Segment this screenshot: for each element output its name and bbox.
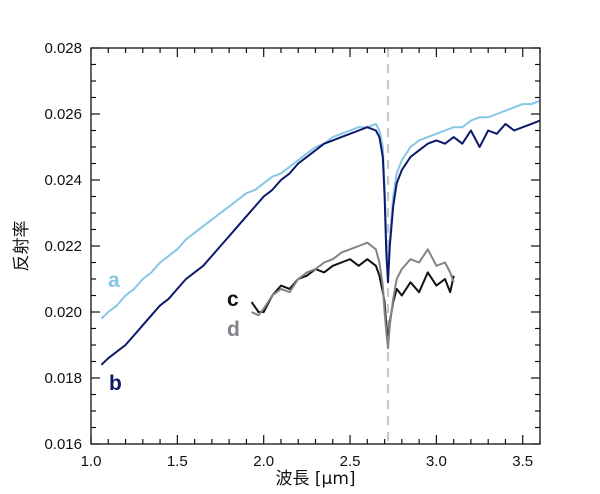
series-line-a bbox=[100, 99, 541, 320]
y-tick-label: 0.022 bbox=[44, 238, 82, 255]
tick-layer: 1.0 1.5 2.0 2.5 3.0 3.5 0.016 0.018 0.020 0.022 0.… bbox=[44, 40, 541, 470]
x-tick-label: 2.0 bbox=[253, 453, 274, 470]
x-tick-label: 3.5 bbox=[512, 453, 533, 470]
x-axis-title: 波長 [μm] bbox=[275, 469, 355, 489]
series-layer bbox=[100, 99, 541, 366]
y-tick-label: 0.026 bbox=[44, 106, 82, 123]
y-tick-label: 0.028 bbox=[44, 40, 82, 57]
series-line-d bbox=[251, 241, 455, 350]
y-tick-label: 0.018 bbox=[44, 370, 82, 387]
x-tick-label: 2.5 bbox=[340, 453, 361, 470]
series-line-b bbox=[100, 119, 541, 366]
series-label-c: c bbox=[227, 288, 239, 311]
series-label-d: d bbox=[227, 318, 240, 341]
y-tick-label: 0.016 bbox=[44, 436, 82, 453]
plot-frame bbox=[90, 47, 541, 445]
series-label-b: b bbox=[109, 372, 122, 395]
x-tick-label: 1.0 bbox=[81, 453, 102, 470]
series-line-c bbox=[250, 258, 455, 343]
series-label-layer: a b cd bbox=[108, 269, 240, 395]
y-tick-label: 0.020 bbox=[44, 304, 82, 321]
x-tick-label: 3.0 bbox=[426, 453, 447, 470]
x-tick-label: 1.5 bbox=[167, 453, 188, 470]
y-axis-title: 反射率 bbox=[12, 221, 32, 272]
series-label-a: a bbox=[108, 269, 120, 292]
y-tick-label: 0.024 bbox=[44, 172, 82, 189]
